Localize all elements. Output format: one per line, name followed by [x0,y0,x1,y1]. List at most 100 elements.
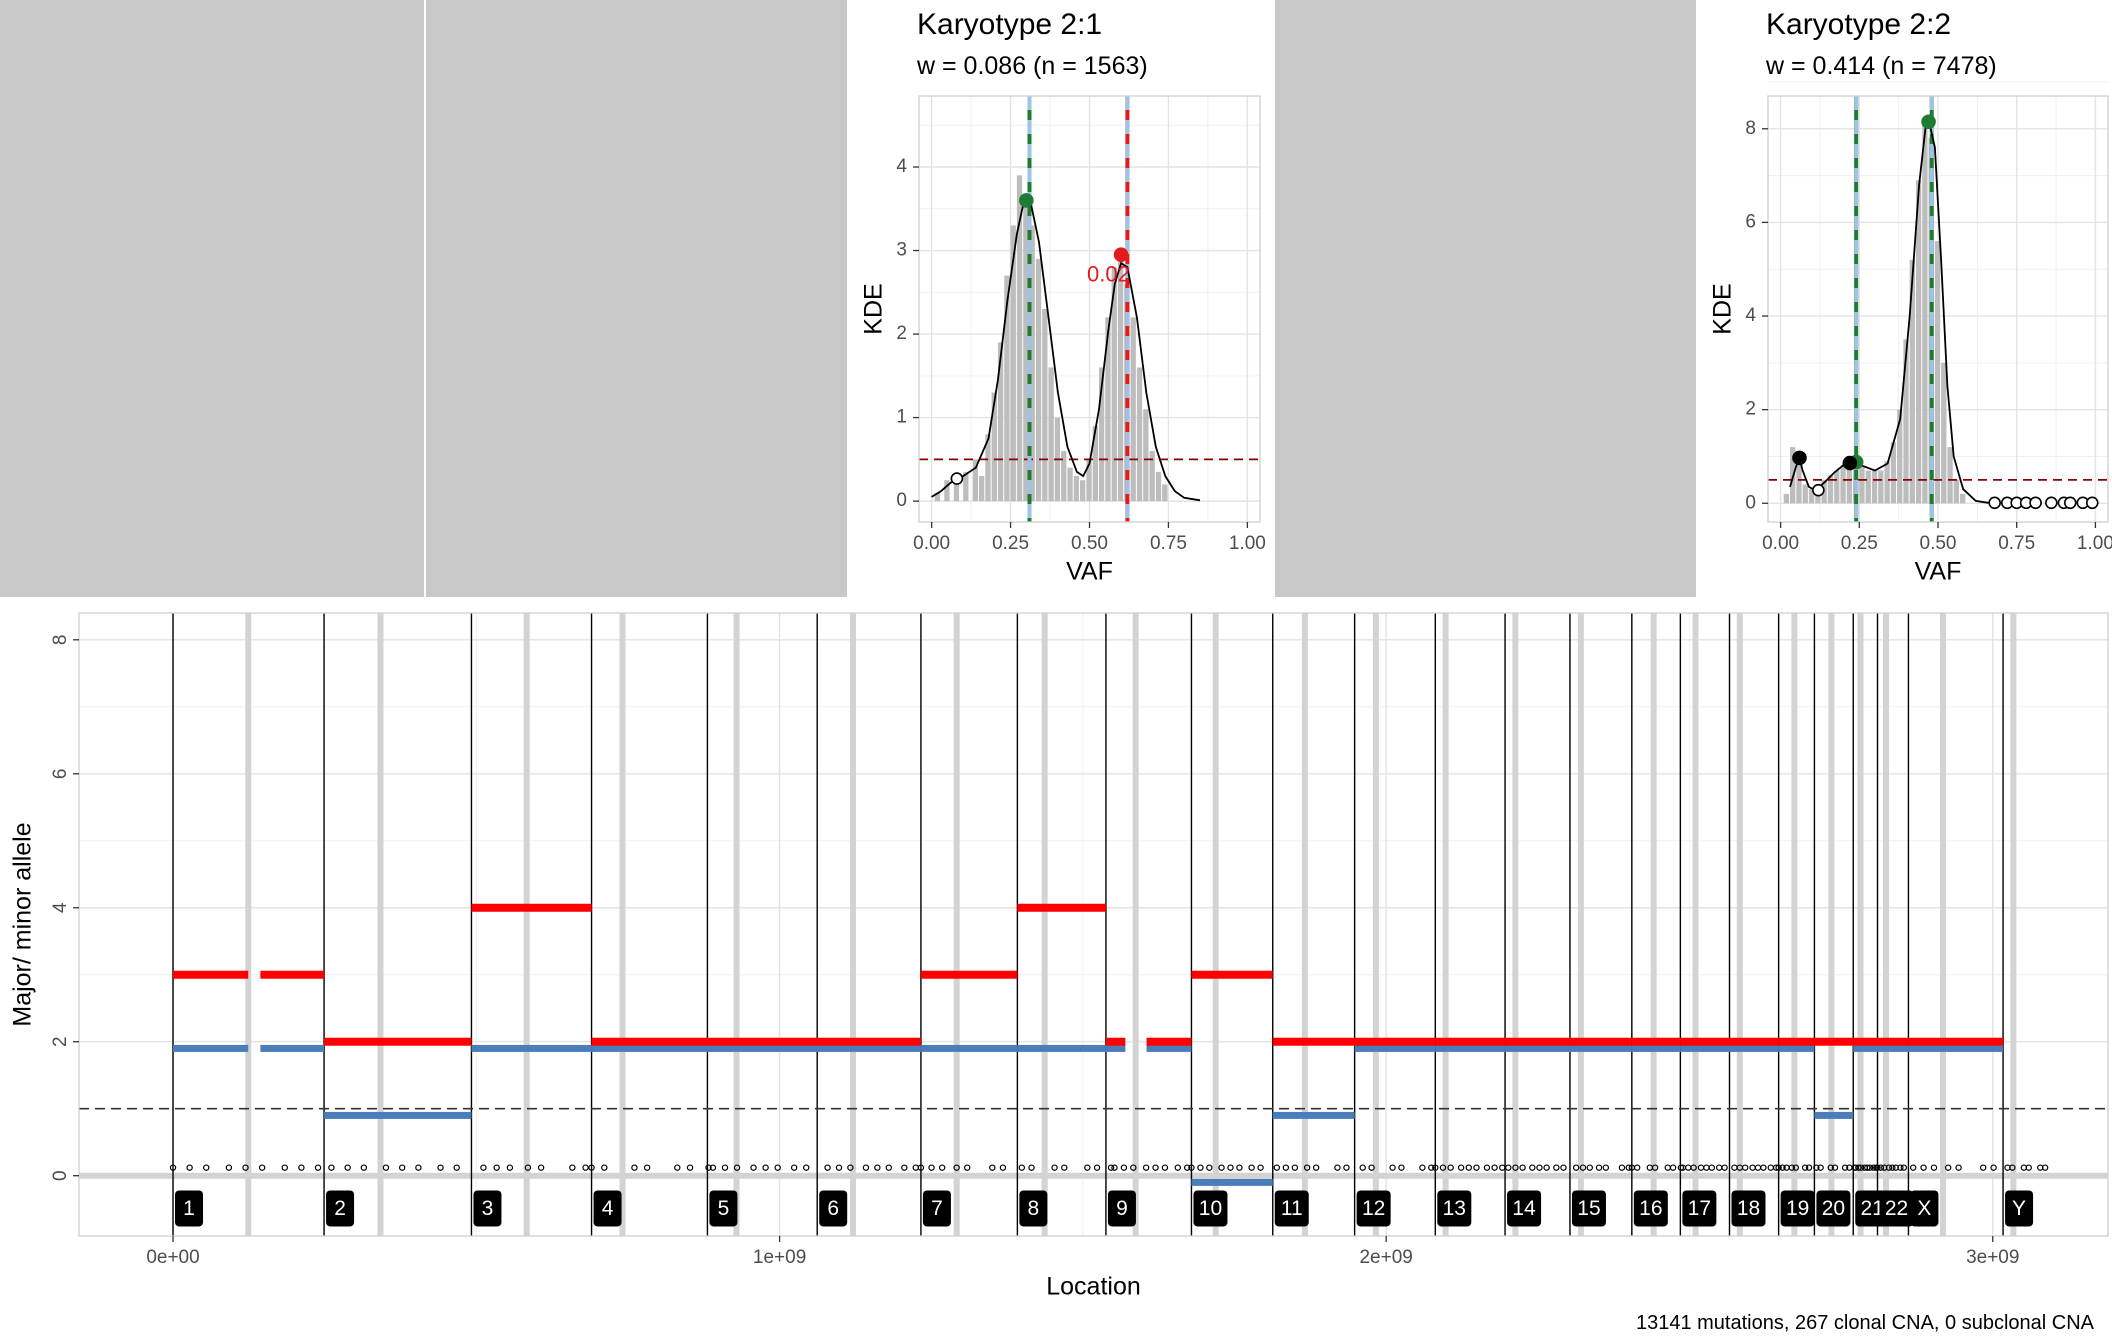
minor-allele-segment [1505,1044,1570,1052]
x-tick-label: 0.00 [913,533,950,554]
chromosome-label: 13 [1443,1197,1466,1220]
density-curve [931,199,1201,502]
mutation-marker [1093,1164,1101,1171]
mutation-marker [1257,1164,1264,1171]
histogram-bar [1010,225,1016,502]
mutation-marker [1664,1164,1671,1171]
mutation-marker [1529,1164,1536,1171]
mutation-marker [953,1164,960,1171]
histogram-bar [1796,461,1802,504]
minor-allele-segment [471,1044,592,1052]
x-axis-label: Location [1046,1273,1141,1301]
mutation-marker [1866,1164,1874,1171]
y-tick-label: 2 [896,323,907,344]
major-allele-segment [1505,1037,1570,1046]
histogram-bar [1922,124,1928,504]
mutation-marker [1909,1164,1917,1171]
mutation-marker [1536,1164,1543,1171]
histogram-bar [1080,480,1086,502]
mutation-marker [203,1164,210,1171]
minor-allele-segment [173,1044,249,1052]
mutation-marker [1343,1164,1350,1171]
y-axis-label: KDE [1709,283,1737,334]
x-tick-label: 0.75 [1150,533,1187,554]
major-allele-segment [1435,1037,1506,1046]
x-tick-label: 0.00 [1762,533,1799,554]
y-tick-label: 0 [1745,492,1756,513]
chromosome-label: 2 [334,1197,346,1220]
mutation-marker [1792,1164,1800,1171]
mutation-marker [1900,1164,1907,1171]
histogram-bar [1865,470,1871,504]
histogram-bar [953,476,960,502]
mutation-marker [1813,1164,1820,1171]
chromosome-label-box [593,1190,622,1227]
mutation-marker [686,1164,694,1171]
data-point [1842,455,1858,471]
mutation-marker [1447,1164,1454,1171]
chromosome-label: 11 [1281,1197,1303,1220]
major-allele-segment [1877,1037,1909,1046]
chromosome-label-box [819,1190,848,1227]
mutation-marker [1685,1164,1692,1171]
mutation-marker [674,1164,681,1171]
major-allele-segment [1354,1037,1436,1046]
minor-allele-segment [1729,1044,1779,1052]
x-tick-label: 2e+09 [1359,1247,1412,1268]
mutation-marker [186,1164,193,1171]
y-tick-label: 6 [50,768,71,779]
mutation-marker [1618,1164,1626,1171]
peak-annotation: 0.02 [1087,261,1130,286]
mutation-marker [1864,1164,1871,1171]
mutation-marker [1206,1164,1213,1171]
mutation-marker [1389,1164,1396,1171]
mutation-marker [360,1164,368,1171]
mutation-marker [1465,1164,1472,1171]
data-point [2085,496,2099,510]
minor-allele-segment [920,1044,1018,1052]
mutation-marker [298,1164,305,1171]
minor-allele-segment [1631,1044,1681,1052]
mutation-marker [2009,1164,2016,1171]
mutation-marker [1721,1164,1728,1171]
major-allele-segment [1105,1037,1126,1046]
mutation-marker [874,1164,881,1171]
mutation-marker [2025,1164,2032,1171]
histogram-bar [1035,258,1042,502]
mutation-marker [328,1164,335,1171]
y-tick-label: 4 [1745,305,1756,326]
histogram-bar [1897,409,1903,504]
density-curve [1789,116,1989,504]
mutation-marker [1955,1164,1962,1171]
mutation-marker [1703,1164,1710,1171]
histogram-bar [1042,309,1048,502]
mutation-marker [1248,1164,1255,1171]
minor-allele-segment [591,1044,921,1052]
mutation-marker [1754,1164,1762,1171]
mutation-marker [242,1164,249,1171]
histogram-bar [1915,180,1922,504]
mutation-marker [1881,1164,1888,1171]
chromosome-label: Y [2012,1197,2026,1220]
mutation-marker [1428,1164,1435,1171]
minor-allele-segment [1191,1178,1273,1186]
mutation-marker [824,1164,831,1171]
x-axis-label: VAF [1066,558,1113,586]
mutation-marker [1572,1164,1580,1171]
mutation-marker [1742,1164,1749,1171]
mutation-marker [1877,1164,1885,1171]
mutation-marker [1841,1164,1849,1171]
chromosome-label: 20 [1822,1197,1845,1220]
mutation-marker [1473,1164,1480,1171]
chromosome-label: 21 [1861,1197,1884,1220]
major-allele-segment [471,903,592,912]
kde-panel-2: 0.00 0.25 0.50 0.75 1.00 0 2 4 6 8 VAF KDE [1709,81,2112,586]
chromosome-label-box [922,1190,951,1227]
x-tick-label: 3e+09 [1966,1247,2019,1268]
histogram-bar [1934,241,1941,504]
data-point [1792,450,1807,466]
mutation-marker [938,1164,946,1171]
y-tick-label: 8 [50,635,71,646]
mutation-marker [1979,1164,1987,1171]
chromosome-label: 19 [1786,1197,1809,1220]
